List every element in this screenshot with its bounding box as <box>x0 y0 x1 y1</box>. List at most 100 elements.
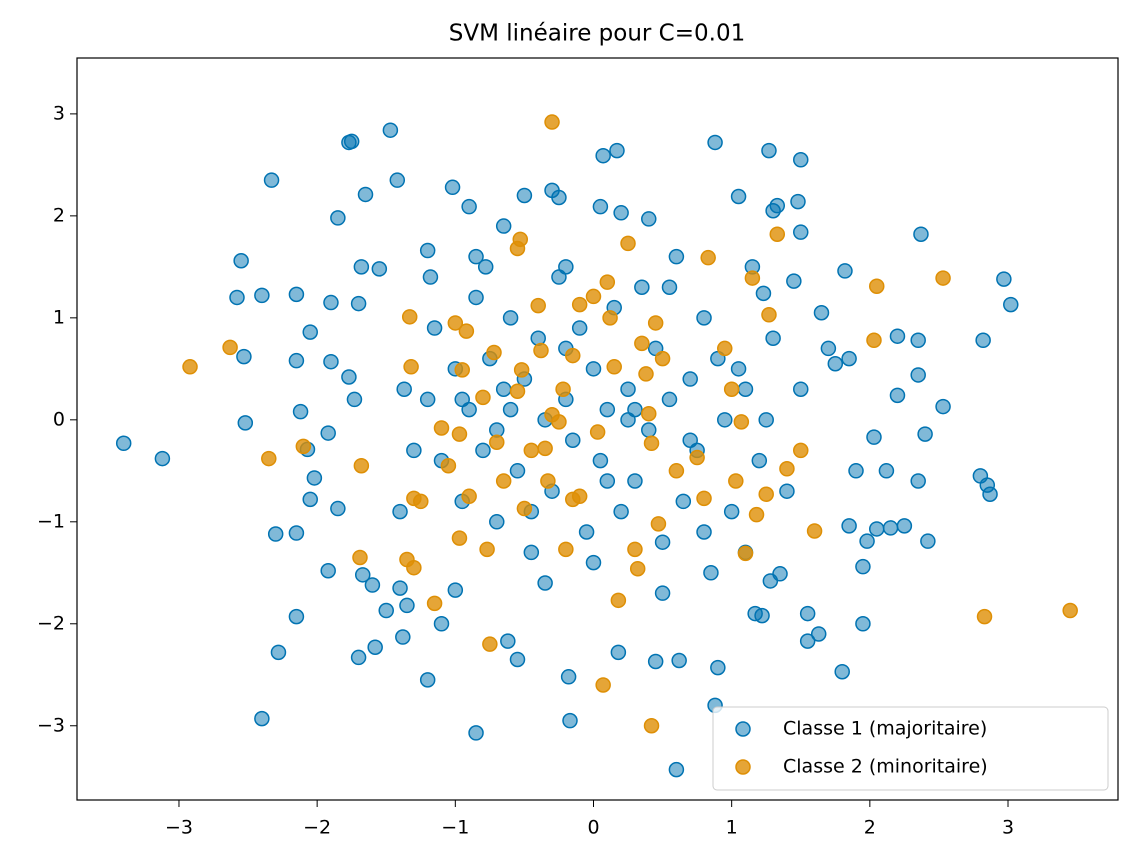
point <box>419 672 436 688</box>
point <box>641 211 657 227</box>
point <box>323 353 339 370</box>
point <box>737 381 754 397</box>
point <box>502 310 519 326</box>
point <box>793 381 809 397</box>
point <box>751 452 768 469</box>
point <box>353 259 370 275</box>
point <box>627 473 643 489</box>
y-tick-label: −1 <box>37 510 65 532</box>
point <box>254 287 270 304</box>
point <box>270 644 287 661</box>
point <box>761 307 777 323</box>
point <box>755 285 772 302</box>
point <box>477 259 494 275</box>
point <box>406 442 422 459</box>
point <box>910 367 926 383</box>
legend-label: Classe 1 (majoritaire) <box>783 718 987 740</box>
point <box>367 639 383 655</box>
point <box>516 187 533 204</box>
point <box>641 422 657 438</box>
point <box>486 344 502 361</box>
point <box>675 493 692 510</box>
point <box>613 205 629 221</box>
point <box>544 114 560 130</box>
chart-title: SVM linéaire pour C=0.01 <box>449 21 745 47</box>
point <box>761 142 777 159</box>
point <box>786 273 802 289</box>
point <box>790 193 806 210</box>
point <box>495 473 512 489</box>
point <box>799 633 816 649</box>
point <box>509 651 526 668</box>
point <box>976 608 993 625</box>
point <box>523 442 540 459</box>
legend-box <box>712 706 1109 791</box>
point <box>820 340 837 357</box>
point <box>330 500 346 517</box>
point <box>638 366 654 382</box>
point <box>288 352 305 369</box>
point <box>737 545 754 562</box>
point <box>537 440 553 457</box>
point <box>1003 296 1019 313</box>
point <box>896 518 913 534</box>
point <box>302 324 318 340</box>
point <box>585 288 602 305</box>
point <box>323 294 339 311</box>
point <box>868 278 885 294</box>
point <box>620 235 636 252</box>
point <box>793 152 809 168</box>
point <box>595 677 611 693</box>
point <box>540 473 556 489</box>
point <box>779 483 795 499</box>
point <box>447 315 464 331</box>
legend-marker <box>735 721 751 737</box>
point <box>769 197 786 214</box>
point <box>454 362 470 378</box>
point <box>555 381 571 397</box>
point <box>461 488 477 505</box>
point <box>599 401 616 418</box>
point <box>237 415 254 431</box>
point <box>707 134 723 151</box>
point <box>378 602 394 619</box>
point <box>629 560 646 577</box>
point <box>841 350 857 367</box>
point <box>855 558 871 575</box>
x-tick-label: 2 <box>864 817 876 839</box>
point <box>848 463 864 479</box>
point <box>682 432 698 448</box>
point <box>889 387 906 404</box>
point <box>433 420 450 436</box>
point <box>444 179 461 196</box>
point <box>571 296 588 313</box>
point <box>295 438 312 455</box>
point <box>834 663 850 680</box>
point <box>426 320 443 336</box>
axes-frame <box>76 57 1119 801</box>
legend: Classe 1 (majoritaire) Classe 2 (minorita… <box>712 706 1109 791</box>
point <box>558 541 574 558</box>
point <box>793 224 809 240</box>
point <box>399 597 415 614</box>
point <box>382 122 399 138</box>
point <box>758 486 774 503</box>
point <box>585 554 602 571</box>
point <box>1062 602 1078 619</box>
point <box>475 442 491 459</box>
point <box>513 362 530 378</box>
point <box>910 332 926 349</box>
point <box>558 259 574 275</box>
point <box>799 605 816 622</box>
point <box>754 607 770 624</box>
point <box>479 541 495 558</box>
point <box>426 595 443 612</box>
point <box>489 514 505 530</box>
point <box>696 524 712 540</box>
point <box>758 412 774 428</box>
point <box>346 391 363 408</box>
point <box>288 286 305 303</box>
point <box>341 369 357 385</box>
point <box>668 463 685 479</box>
x-tick-label: 0 <box>587 817 599 839</box>
